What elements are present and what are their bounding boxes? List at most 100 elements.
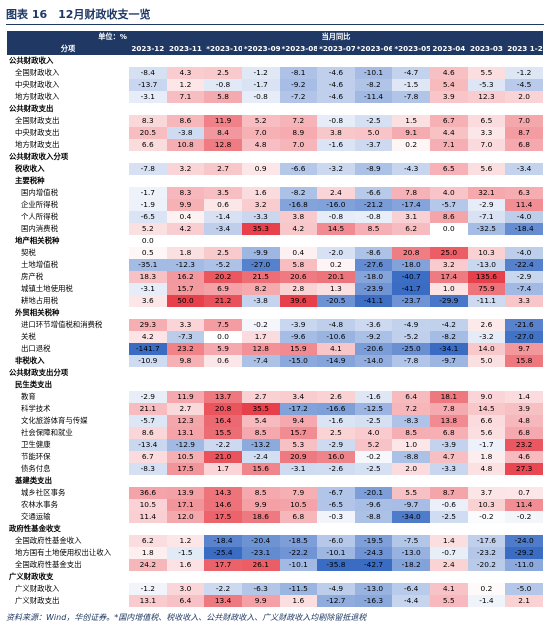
value-cell: 13.8 bbox=[430, 415, 468, 427]
empty-cell bbox=[167, 571, 205, 583]
data-row: 城镇土地使用税 -3.1 15.7 6.9 8.2 2.8 1.3 -23.9 -41.7 1.0… bbox=[7, 283, 543, 295]
row-label: 个人所得税 bbox=[21, 212, 58, 221]
row-label: 全国政府性基金收入 bbox=[15, 536, 82, 545]
empty-cell bbox=[242, 379, 280, 391]
value-cell: 17.4 bbox=[430, 271, 468, 283]
row-label: 国内增值税 bbox=[21, 188, 58, 197]
value-cell: -2.5 bbox=[354, 115, 393, 127]
empty-cell bbox=[167, 523, 205, 535]
value-cell: -29.2 bbox=[505, 547, 543, 559]
value-cell: -16.6 bbox=[317, 403, 355, 415]
empty-cell bbox=[468, 307, 506, 319]
data-row: 关税 4.2 -7.3 0.0 1.7 -9.6 -10.6 -9.2 -5.2 -8.2 -3.2… bbox=[7, 331, 543, 343]
value-cell: -4.0 bbox=[505, 211, 543, 223]
value-cell: -34.1 bbox=[430, 343, 468, 355]
value-cell: 12.8 bbox=[241, 343, 280, 355]
value-cell: -20.1 bbox=[354, 487, 393, 499]
empty-cell bbox=[317, 103, 355, 115]
value-cell: -19.5 bbox=[354, 535, 393, 547]
value-cell: -8.2 bbox=[430, 331, 468, 343]
value-cell: 4.8 bbox=[241, 139, 280, 151]
row-label: 地方财政收入 bbox=[15, 92, 60, 101]
value-cell: -1.5 bbox=[392, 79, 430, 91]
value-cell: 12.3 bbox=[467, 91, 506, 103]
row-label: 全国政府性基金支出 bbox=[15, 560, 82, 569]
value-cell: 3.8 bbox=[279, 211, 318, 223]
empty-cell bbox=[392, 523, 430, 535]
data-row: 契税 0.5 1.8 2.5 -9.9 0.4 -2.0 -8.6 20.8 25.0 10.3 -4… bbox=[7, 247, 543, 259]
empty-cell bbox=[505, 55, 543, 67]
empty-cell bbox=[355, 475, 393, 487]
value-cell: -0.8 bbox=[354, 211, 393, 223]
value-cell: 3.9 bbox=[505, 403, 543, 415]
value-cell: -7.5 bbox=[392, 535, 430, 547]
value-cell: -1.2 bbox=[241, 67, 280, 79]
empty-cell bbox=[355, 523, 393, 535]
value-cell: 9.9 bbox=[241, 595, 280, 607]
row-label: 关税 bbox=[21, 332, 36, 341]
data-row: 全国财政支出 8.3 8.6 11.9 5.2 7.2 -0.8 -2.5 1.5 6.7 6.5 7… bbox=[7, 115, 543, 127]
value-cell: -20.5 bbox=[317, 295, 355, 307]
section-row: 政府性基金收支 bbox=[7, 523, 543, 535]
value-cell: 15.9 bbox=[279, 343, 318, 355]
value-cell: 6.8 bbox=[430, 427, 468, 439]
value-cell: -3.3 bbox=[430, 463, 468, 475]
value-cell: 7.2 bbox=[392, 403, 430, 415]
value-cell: 18.1 bbox=[430, 391, 468, 403]
empty-cell bbox=[505, 475, 543, 487]
empty-cell bbox=[392, 151, 430, 163]
title-rule bbox=[6, 24, 544, 25]
empty-cell bbox=[468, 367, 506, 379]
data-row: 外贸相关税种 bbox=[7, 307, 543, 319]
data-row: 文化旅游体育与传媒 -5.7 12.3 16.4 5.4 9.4 -1.6 -2.5 -8.3 1… bbox=[7, 415, 543, 427]
data-row: 全国财政收入 -8.4 4.3 2.5 -1.2 -8.1 -4.6 -10.1 -4.7 4.6… bbox=[7, 67, 543, 79]
value-cell: 10.5 bbox=[129, 499, 167, 511]
empty-cell bbox=[129, 151, 167, 163]
data-row: 科学技术 21.1 2.7 20.8 35.5 -17.2 -16.6 -12.5 7.2 7.8… bbox=[7, 403, 543, 415]
value-cell: 20.2 bbox=[204, 271, 242, 283]
value-cell: 8.6 bbox=[166, 115, 205, 127]
value-cell: 3.3 bbox=[505, 295, 543, 307]
column-header: 2023 1-2 bbox=[505, 43, 543, 55]
data-row: 国内消费税 5.2 4.2 -3.4 35.3 4.2 14.5 8.5 6.2 0.0 -32.5… bbox=[7, 223, 543, 235]
value-cell: -13.4 bbox=[129, 439, 167, 451]
value-cell: 1.5 bbox=[392, 115, 430, 127]
empty-cell bbox=[355, 103, 393, 115]
empty-cell bbox=[242, 475, 280, 487]
value-cell: -9.6 bbox=[279, 331, 318, 343]
row-label: 民生类支出 bbox=[15, 380, 52, 389]
column-header: *2023-10 bbox=[204, 43, 242, 55]
value-cell: 11.9 bbox=[204, 115, 242, 127]
value-cell: -35.1 bbox=[129, 259, 167, 271]
empty-cell bbox=[392, 379, 430, 391]
value-cell: 9.9 bbox=[241, 499, 280, 511]
value-cell: -8.8 bbox=[354, 511, 393, 523]
empty-cell bbox=[280, 235, 318, 247]
value-cell: -18.0 bbox=[392, 259, 430, 271]
value-cell: -18.4 bbox=[204, 535, 242, 547]
value-cell: 5.6 bbox=[467, 427, 506, 439]
value-cell: 50.0 bbox=[166, 295, 205, 307]
data-row: 耕地占用税 3.6 50.0 21.2 -3.8 39.6 -20.5 -41.1 -23.7-… bbox=[7, 295, 543, 307]
value-cell: 8.7 bbox=[505, 127, 543, 139]
value-cell: -5.3 bbox=[467, 79, 506, 91]
value-cell: 3.2 bbox=[166, 163, 205, 175]
value-cell: -9.2 bbox=[354, 331, 393, 343]
row-label: 广义财政收入 bbox=[15, 584, 60, 593]
value-cell: 6.4 bbox=[166, 595, 205, 607]
data-row: 债务付息 -8.3 17.5 1.7 15.6 -3.1 -2.6 -2.5 2.0 -3.3 4.… bbox=[7, 463, 543, 475]
empty-cell bbox=[317, 475, 355, 487]
value-cell: 6.4 bbox=[392, 391, 430, 403]
value-cell: -11.4 bbox=[354, 91, 393, 103]
column-header: *2023-05 bbox=[392, 43, 430, 55]
value-cell: 7.1 bbox=[430, 139, 468, 151]
empty-cell bbox=[280, 367, 318, 379]
value-cell: 9.9 bbox=[166, 199, 205, 211]
value-cell: 23.2 bbox=[505, 439, 543, 451]
value-cell: -7.8 bbox=[129, 163, 167, 175]
value-cell: -21.6 bbox=[505, 319, 543, 331]
value-cell: 5.6 bbox=[467, 163, 506, 175]
data-row: 非税收入 -10.9 9.8 0.6 -7.4 -15.0 -14.9 -14.0 -7.8 -9… bbox=[7, 355, 543, 367]
value-cell: 13.4 bbox=[204, 595, 242, 607]
empty-cell bbox=[129, 475, 167, 487]
